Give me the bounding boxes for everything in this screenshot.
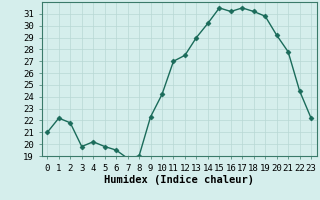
X-axis label: Humidex (Indice chaleur): Humidex (Indice chaleur) bbox=[104, 175, 254, 185]
